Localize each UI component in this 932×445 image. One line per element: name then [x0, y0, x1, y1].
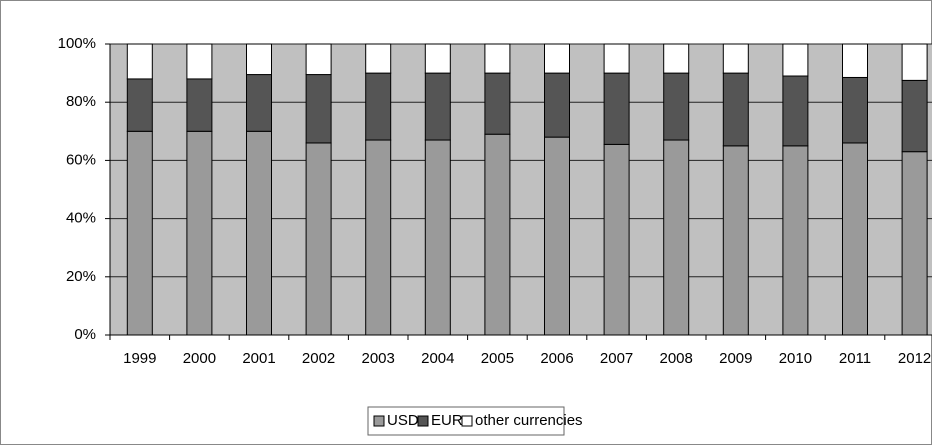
bar-segment — [424, 72, 451, 141]
legend-label: USD — [387, 412, 419, 429]
bar-segment — [365, 139, 392, 336]
bar-segment — [246, 130, 272, 336]
bar-segment — [544, 72, 570, 138]
bar-segment — [544, 136, 570, 336]
bar-segment — [424, 43, 451, 74]
y-tick-label: 40% — [66, 210, 96, 227]
y-tick-label: 80% — [66, 93, 96, 110]
x-tick-label: 2000 — [183, 350, 216, 367]
bar-segment — [484, 43, 511, 74]
bar-segment — [544, 43, 570, 74]
x-tick-label: 2012 — [898, 350, 931, 367]
bar-segment — [126, 43, 153, 80]
bar-segment — [901, 79, 928, 153]
x-tick-label: 2004 — [421, 350, 454, 367]
bar-segment — [246, 74, 272, 132]
x-tick-label: 1999 — [123, 350, 156, 367]
bar-segment — [842, 142, 868, 336]
x-tick-label: 2003 — [362, 350, 395, 367]
x-tick-label: 2006 — [540, 350, 573, 367]
bar-segment — [365, 43, 392, 74]
legend-swatch — [373, 415, 385, 427]
y-tick-label: 0% — [74, 326, 96, 343]
bar-segment — [305, 43, 332, 76]
bar-segment — [663, 72, 690, 141]
legend-swatch — [461, 415, 473, 427]
bar-segment — [365, 72, 392, 141]
x-tick-label: 2010 — [779, 350, 812, 367]
bar-segment — [186, 78, 213, 132]
x-tick-label: 2011 — [839, 350, 871, 367]
bar-segment — [484, 133, 511, 336]
bar-segment — [782, 145, 809, 336]
x-tick-label: 2002 — [302, 350, 335, 367]
bar-segment — [186, 130, 213, 336]
bar-segment — [842, 43, 868, 78]
bar-segment — [663, 139, 690, 336]
x-tick-label: 2001 — [242, 350, 275, 367]
bar-segment — [842, 76, 868, 144]
legend-label: other currencies — [475, 412, 583, 429]
bar-segment — [126, 130, 153, 336]
bar-segment — [901, 43, 928, 81]
bar-segment — [663, 43, 690, 74]
bar-segment — [722, 145, 749, 336]
x-tick-label: 2007 — [600, 350, 633, 367]
bar-segment — [305, 142, 332, 336]
bar-segment — [186, 43, 213, 80]
legend-swatch — [417, 415, 429, 427]
x-tick-label: 2008 — [660, 350, 693, 367]
x-tick-label: 2009 — [719, 350, 752, 367]
y-tick-label: 100% — [58, 35, 96, 52]
bar-segment — [603, 143, 630, 336]
bar-segment — [246, 43, 272, 76]
bar-segment — [782, 43, 809, 77]
plot-area — [110, 44, 932, 335]
y-tick-label: 60% — [66, 151, 96, 168]
bar-segment — [305, 74, 332, 144]
bar-segment — [782, 75, 809, 147]
bar-segment — [722, 43, 749, 74]
bar-segment — [126, 78, 153, 132]
bar-segment — [722, 72, 749, 147]
x-tick-label: 2005 — [481, 350, 514, 367]
bar-segment — [603, 43, 630, 74]
bar-segment — [603, 72, 630, 145]
bar-segment — [424, 139, 451, 336]
bar-segment — [901, 151, 928, 336]
bar-segment — [484, 72, 511, 135]
legend-label: EUR — [431, 412, 463, 429]
y-tick-label: 20% — [66, 268, 96, 285]
